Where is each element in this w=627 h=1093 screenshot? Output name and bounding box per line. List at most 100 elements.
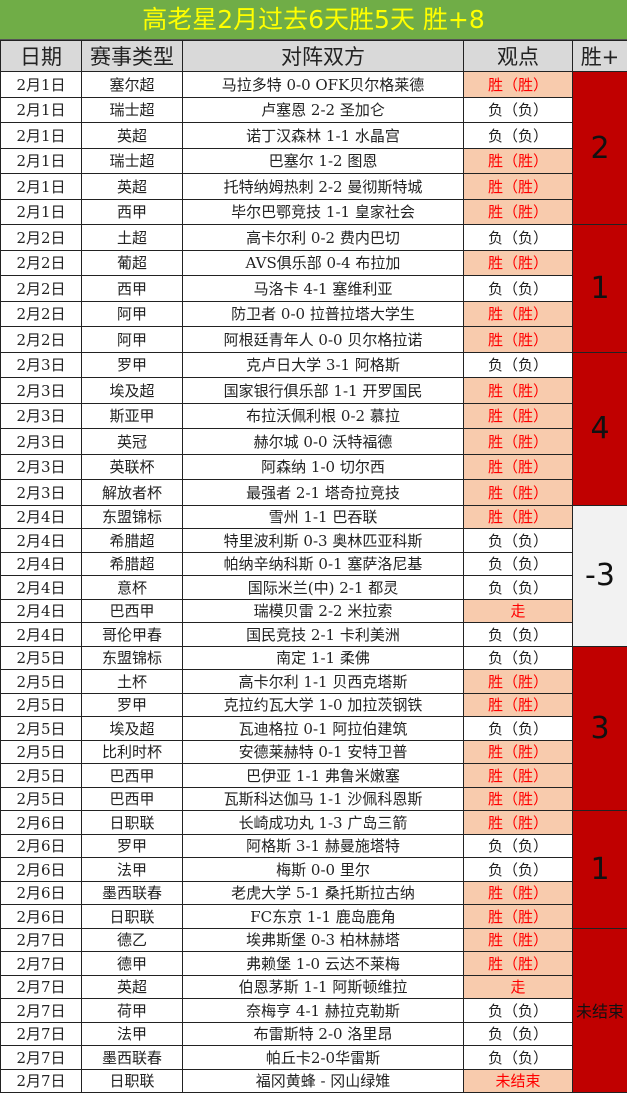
- match-cell: 特里波利斯 0-3 奥林匹亚科斯: [183, 529, 464, 553]
- date-cell: 2月6日: [1, 858, 82, 882]
- view-cell: 负（负）: [464, 1022, 573, 1046]
- date-cell: 2月2日: [1, 225, 82, 251]
- table-row: 2月5日比利时杯安德莱赫特 0-1 安特卫普胜（胜）: [1, 740, 627, 764]
- table-row: 2月2日西甲马洛卡 4-1 塞维利亚负（负）: [1, 276, 627, 302]
- view-cell: 胜（胜）: [464, 301, 573, 327]
- type-cell: 日职联: [82, 811, 183, 835]
- table-row: 2月7日英超伯恩茅斯 1-1 阿斯顿维拉走: [1, 975, 627, 999]
- type-cell: 德甲: [82, 952, 183, 976]
- date-cell: 2月1日: [1, 97, 82, 123]
- match-cell: 赫尔城 0-0 沃特福德: [183, 429, 464, 455]
- type-cell: 巴西甲: [82, 764, 183, 788]
- match-cell: 福冈黄蜂 - 冈山绿雉: [183, 1069, 464, 1093]
- view-cell: 胜（胜）: [464, 505, 573, 529]
- match-cell: 马洛卡 4-1 塞维利亚: [183, 276, 464, 302]
- type-cell: 英超: [82, 123, 183, 149]
- header-match: 对阵双方: [183, 41, 464, 72]
- match-cell: 国家银行俱乐部 1-1 开罗国民: [183, 378, 464, 404]
- type-cell: 阿甲: [82, 301, 183, 327]
- match-cell: 卢塞恩 2-2 圣加仑: [183, 97, 464, 123]
- view-cell: 胜（胜）: [464, 693, 573, 717]
- type-cell: 土超: [82, 225, 183, 251]
- table-row: 2月3日埃及超国家银行俱乐部 1-1 开罗国民胜（胜）: [1, 378, 627, 404]
- table-row: 2月2日土超高卡尔利 0-2 费内巴切负（负）1: [1, 225, 627, 251]
- table-row: 2月6日法甲梅斯 0-0 里尔负（负）: [1, 858, 627, 882]
- date-cell: 2月4日: [1, 552, 82, 576]
- table-row: 2月5日埃及超瓦迪格拉 0-1 阿拉伯建筑负（负）: [1, 717, 627, 741]
- day-summary-cell: 3: [573, 646, 627, 811]
- match-cell: 长崎成功丸 1-3 广岛三箭: [183, 811, 464, 835]
- table-row: 2月2日阿甲阿根廷青年人 0-0 贝尔格拉诺胜（胜）: [1, 327, 627, 353]
- type-cell: 意杯: [82, 576, 183, 600]
- table-row: 2月5日巴西甲巴伊亚 1-1 弗鲁米嫩塞胜（胜）: [1, 764, 627, 788]
- match-cell: 瑞模贝雷 2-2 米拉索: [183, 599, 464, 623]
- type-cell: 荷甲: [82, 999, 183, 1023]
- view-cell: 负（负）: [464, 576, 573, 600]
- type-cell: 瑞士超: [82, 97, 183, 123]
- view-cell: 负（负）: [464, 858, 573, 882]
- date-cell: 2月7日: [1, 952, 82, 976]
- table-row: 2月4日巴西甲瑞模贝雷 2-2 米拉索走: [1, 599, 627, 623]
- match-cell: 布雷斯特 2-0 洛里昂: [183, 1022, 464, 1046]
- table-row: 2月1日英超托特纳姆热刺 2-2 曼彻斯特城胜（胜）: [1, 174, 627, 200]
- table-row: 2月7日墨西联春帕丘卡2-0华雷斯负（负）: [1, 1046, 627, 1070]
- table-row: 2月3日英冠赫尔城 0-0 沃特福德胜（胜）: [1, 429, 627, 455]
- date-cell: 2月1日: [1, 72, 82, 98]
- type-cell: 德乙: [82, 928, 183, 952]
- header-view: 观点: [464, 41, 573, 72]
- view-cell: 负（负）: [464, 97, 573, 123]
- view-cell: 负（负）: [464, 834, 573, 858]
- table-row: 2月6日罗甲阿格斯 3-1 赫曼施塔特负（负）: [1, 834, 627, 858]
- type-cell: 西甲: [82, 276, 183, 302]
- date-cell: 2月5日: [1, 693, 82, 717]
- date-cell: 2月1日: [1, 199, 82, 225]
- table-row: 2月1日西甲毕尔巴鄂竞技 1-1 皇家社会胜（胜）: [1, 199, 627, 225]
- match-cell: 帕纳辛纳科斯 0-1 塞萨洛尼基: [183, 552, 464, 576]
- view-cell: 胜（胜）: [464, 72, 573, 98]
- view-cell: 胜（胜）: [464, 670, 573, 694]
- view-cell: 负（负）: [464, 999, 573, 1023]
- date-cell: 2月5日: [1, 646, 82, 670]
- match-cell: 阿格斯 3-1 赫曼施塔特: [183, 834, 464, 858]
- header-type: 赛事类型: [82, 41, 183, 72]
- date-cell: 2月4日: [1, 505, 82, 529]
- table-row: 2月1日塞尔超马拉多特 0-0 OFK贝尔格莱德胜（胜）2: [1, 72, 627, 98]
- view-cell: 负（负）: [464, 1046, 573, 1070]
- table-row: 2月4日东盟锦标雪州 1-1 巴吞联胜（胜）-3: [1, 505, 627, 529]
- match-cell: 梅斯 0-0 里尔: [183, 858, 464, 882]
- table-row: 2月6日墨西联春老虎大学 5-1 桑托斯拉古纳胜（胜）: [1, 881, 627, 905]
- match-cell: AVS俱乐部 0-4 布拉加: [183, 250, 464, 276]
- view-cell: 走: [464, 599, 573, 623]
- type-cell: 法甲: [82, 858, 183, 882]
- type-cell: 东盟锦标: [82, 505, 183, 529]
- match-cell: 托特纳姆热刺 2-2 曼彻斯特城: [183, 174, 464, 200]
- header-plus: 胜+: [573, 41, 627, 72]
- type-cell: 英冠: [82, 429, 183, 455]
- day-summary-cell: 未结束: [573, 928, 627, 1093]
- table-row: 2月7日法甲布雷斯特 2-0 洛里昂负（负）: [1, 1022, 627, 1046]
- type-cell: 解放者杯: [82, 480, 183, 506]
- view-cell: 胜（胜）: [464, 454, 573, 480]
- match-cell: 布拉沃佩利根 0-2 慕拉: [183, 403, 464, 429]
- date-cell: 2月3日: [1, 454, 82, 480]
- match-cell: 高卡尔利 1-1 贝西克塔斯: [183, 670, 464, 694]
- date-cell: 2月4日: [1, 623, 82, 647]
- type-cell: 希腊超: [82, 529, 183, 553]
- date-cell: 2月2日: [1, 250, 82, 276]
- view-cell: 未结束: [464, 1069, 573, 1093]
- match-cell: 瓦迪格拉 0-1 阿拉伯建筑: [183, 717, 464, 741]
- type-cell: 葡超: [82, 250, 183, 276]
- date-cell: 2月5日: [1, 740, 82, 764]
- view-cell: 胜（胜）: [464, 250, 573, 276]
- date-cell: 2月6日: [1, 905, 82, 929]
- match-cell: 最强者 2-1 塔奇拉竞技: [183, 480, 464, 506]
- type-cell: 阿甲: [82, 327, 183, 353]
- type-cell: 埃及超: [82, 717, 183, 741]
- type-cell: 东盟锦标: [82, 646, 183, 670]
- type-cell: 巴西甲: [82, 787, 183, 811]
- view-cell: 走: [464, 975, 573, 999]
- table-row: 2月1日英超诺丁汉森林 1-1 水晶宫负（负）: [1, 123, 627, 149]
- date-cell: 2月1日: [1, 174, 82, 200]
- view-cell: 胜（胜）: [464, 740, 573, 764]
